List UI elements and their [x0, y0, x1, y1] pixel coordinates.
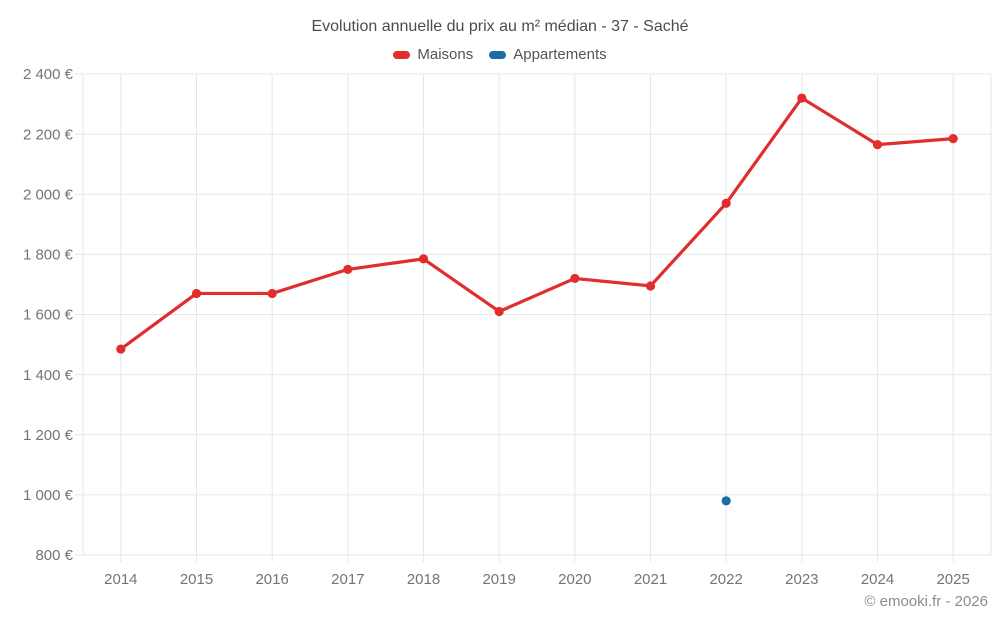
y-tick-label: 1 400 € — [23, 367, 74, 384]
data-point-maisons[interactable] — [267, 288, 277, 299]
data-point-maisons[interactable] — [570, 273, 580, 284]
data-point-maisons[interactable] — [645, 281, 656, 291]
data-point-maisons[interactable] — [721, 198, 731, 208]
data-point-maisons[interactable] — [418, 254, 429, 264]
x-tick-label: 2019 — [482, 571, 515, 588]
x-tick-label: 2020 — [558, 571, 591, 588]
data-point-maisons[interactable] — [116, 344, 126, 354]
x-tick-label: 2025 — [936, 571, 969, 588]
x-tick-label: 2018 — [407, 571, 440, 588]
data-point-maisons[interactable] — [948, 134, 958, 144]
chart-title: Evolution annuelle du prix au m² médian … — [311, 18, 689, 35]
x-tick-label: 2021 — [634, 571, 667, 588]
legend-swatch-appartements — [489, 50, 507, 59]
watermark-credit: © emooki.fr - 2026 — [864, 593, 988, 610]
data-point-maisons[interactable] — [797, 93, 807, 103]
legend-swatch-maisons — [393, 50, 411, 59]
x-tick-label: 2022 — [709, 571, 742, 588]
data-point-maisons[interactable] — [494, 306, 504, 317]
legend-label: Appartements — [513, 46, 607, 63]
x-tick-label: 2024 — [861, 571, 894, 588]
y-tick-label: 800 € — [35, 547, 73, 564]
legend-item-maisons[interactable]: Maisons — [393, 46, 473, 63]
legend-item-appartements[interactable]: Appartements — [489, 46, 607, 63]
data-point-maisons[interactable] — [191, 288, 202, 299]
y-tick-label: 1 800 € — [23, 247, 74, 264]
y-tick-label: 1 000 € — [23, 487, 74, 504]
x-tick-label: 2014 — [104, 571, 137, 588]
x-tick-label: 2017 — [331, 571, 364, 588]
series-line-maisons — [119, 96, 955, 351]
legend-label: Maisons — [417, 46, 474, 63]
data-point-maisons[interactable] — [872, 140, 883, 150]
x-tick-label: 2016 — [255, 571, 288, 588]
data-point-maisons[interactable] — [343, 264, 353, 275]
y-tick-label: 2 000 € — [23, 186, 74, 203]
y-tick-label: 1 600 € — [23, 307, 74, 324]
y-tick-label: 2 400 € — [23, 66, 74, 83]
y-tick-label: 1 200 € — [23, 427, 74, 444]
x-tick-label: 2015 — [180, 571, 213, 588]
y-tick-label: 2 200 € — [23, 126, 74, 143]
data-point-appartements[interactable] — [721, 496, 731, 506]
x-tick-label: 2023 — [785, 571, 818, 588]
chart-legend: Maisons Appartements — [0, 46, 1000, 63]
